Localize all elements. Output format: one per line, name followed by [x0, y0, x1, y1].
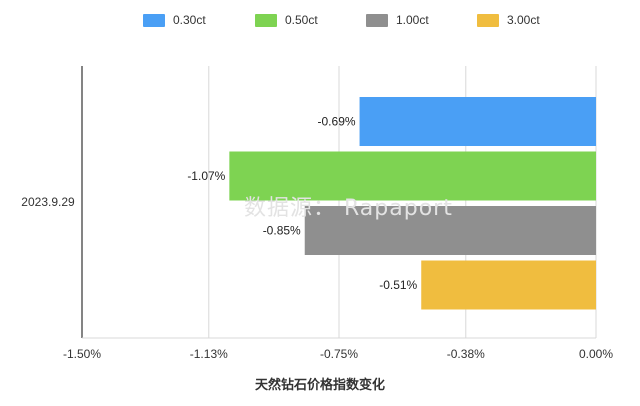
bar-1-00ct: [304, 206, 596, 255]
legend-swatch: [477, 13, 499, 27]
y-tick-label: 2023.9.29: [21, 195, 75, 209]
legend-label: 3.00ct: [507, 13, 540, 27]
legend-label: 0.50ct: [285, 13, 318, 27]
data-label: -0.51%: [379, 278, 417, 292]
bar-0-50ct: [229, 151, 596, 201]
x-tick-label: -1.13%: [190, 347, 228, 361]
x-tick-label: -0.38%: [447, 347, 485, 361]
x-tick-label: -0.75%: [320, 347, 358, 361]
x-tick-label: -1.50%: [63, 347, 101, 361]
legend-item[interactable]: 3.00ct: [477, 13, 540, 27]
x-tick-label: 0.00%: [579, 347, 613, 361]
legend-swatch: [143, 13, 165, 27]
legend-swatch: [255, 13, 277, 27]
x-axis-label: 天然钻石价格指数变化: [254, 378, 385, 393]
legend-item[interactable]: 1.00ct: [366, 13, 429, 27]
legend-item[interactable]: 0.30ct: [143, 13, 206, 27]
bar-0-30ct: [359, 97, 596, 146]
legend: 0.30ct 0.50ct 1.00ct 3.00ct: [0, 13, 640, 35]
legend-item[interactable]: 0.50ct: [255, 13, 318, 27]
data-label: -1.07%: [187, 169, 225, 183]
data-label: -0.69%: [318, 115, 356, 129]
bar-3-00ct: [421, 260, 596, 310]
legend-swatch: [366, 13, 388, 27]
data-label: -0.85%: [263, 224, 301, 238]
legend-label: 0.30ct: [173, 13, 206, 27]
legend-label: 1.00ct: [396, 13, 429, 27]
